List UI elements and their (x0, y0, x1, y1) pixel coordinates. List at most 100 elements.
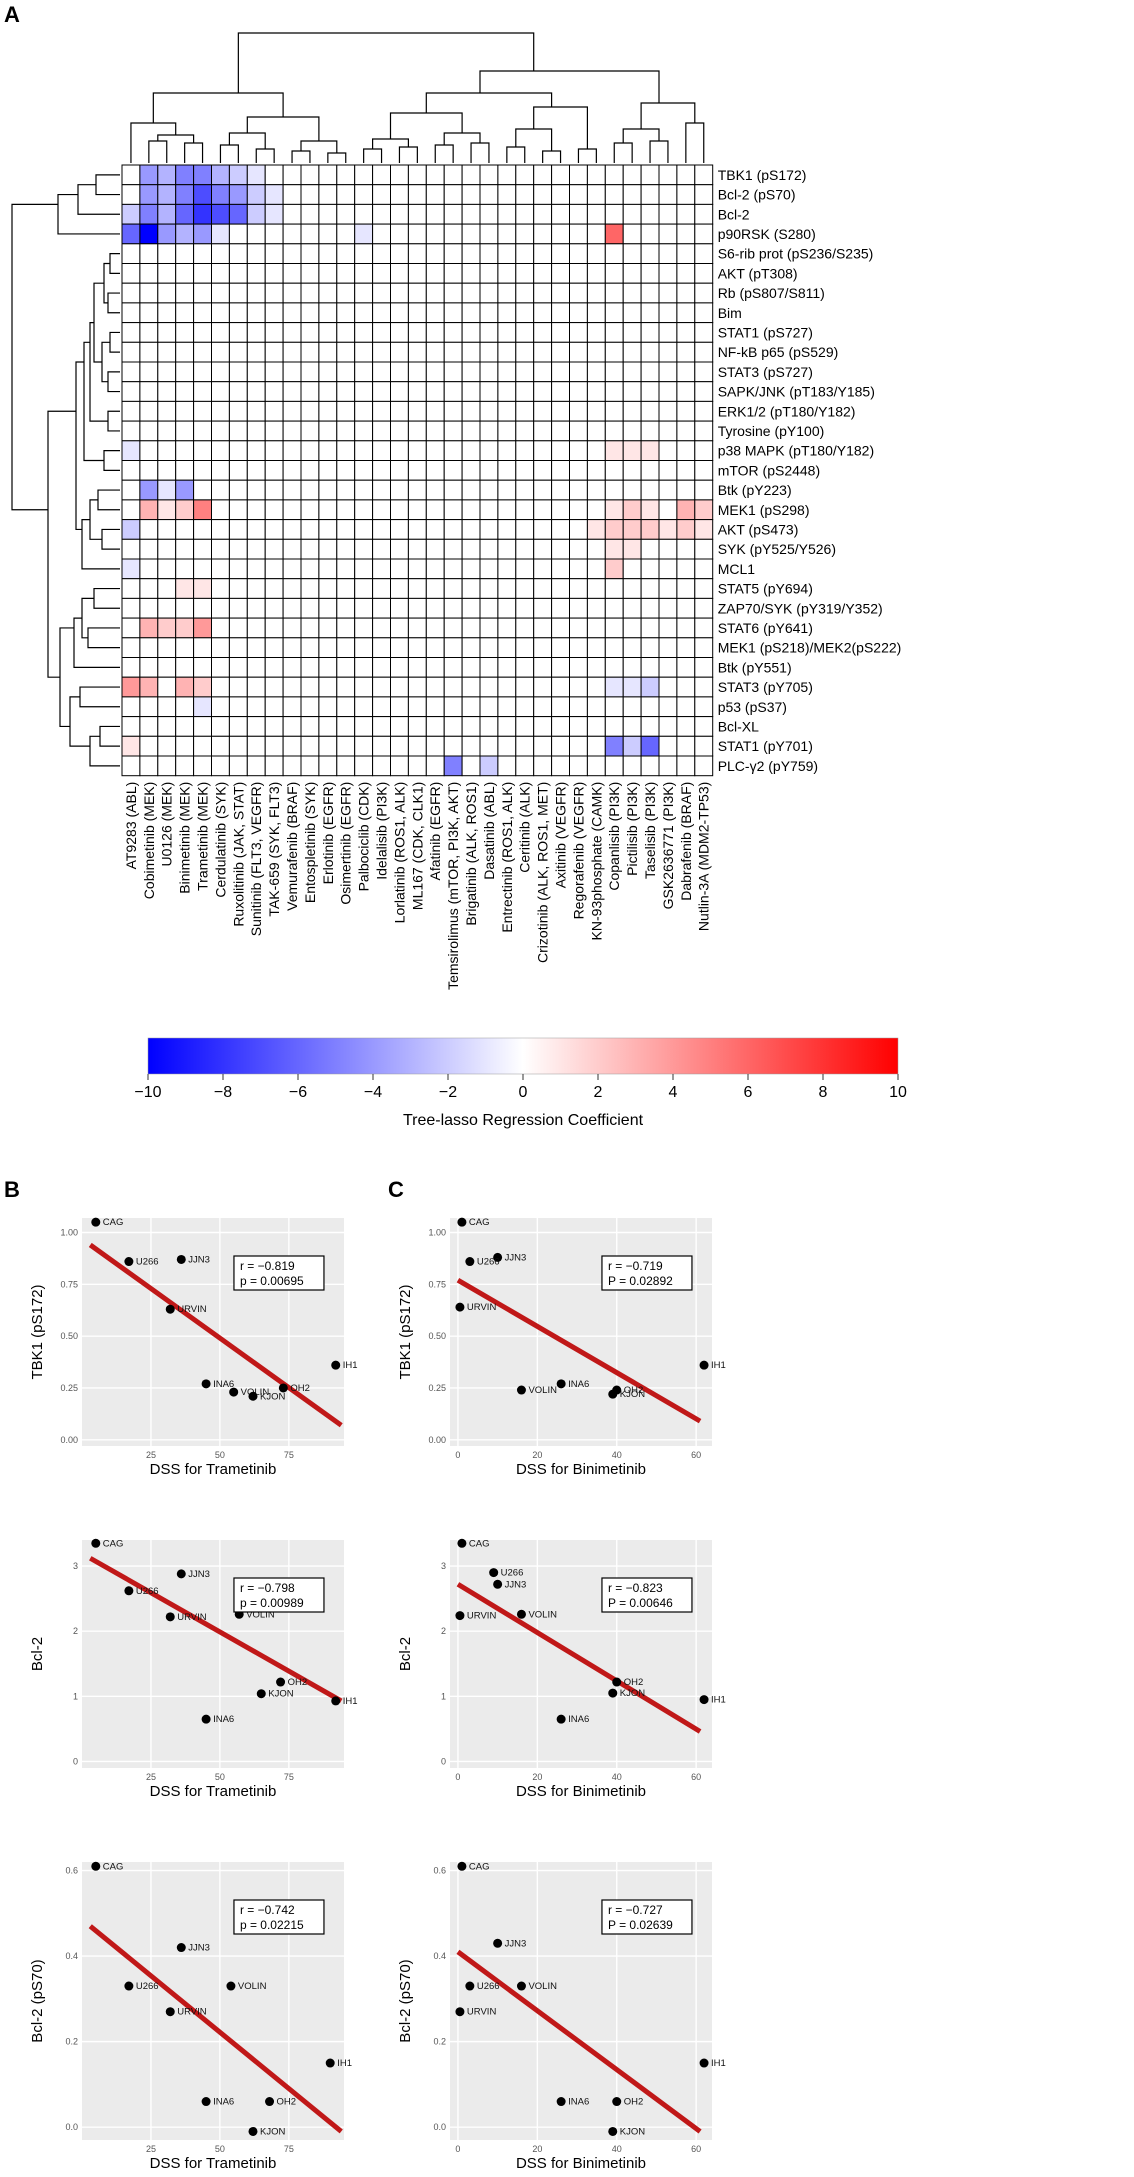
heatmap-cell (569, 322, 588, 343)
heatmap-cell (390, 263, 409, 284)
heatmap-cell (354, 597, 374, 619)
heatmap-cell (461, 499, 481, 521)
data-point (91, 1538, 101, 1548)
heatmap-cell (533, 696, 553, 718)
row-label: Bcl-2 (718, 206, 750, 222)
heatmap-cell (157, 302, 177, 324)
heatmap-cell (479, 460, 499, 481)
heatmap-cell (640, 716, 660, 737)
heatmap-cell (318, 578, 338, 599)
heatmap-cell (336, 341, 356, 363)
heatmap-cell (622, 519, 642, 540)
data-point (91, 1861, 101, 1871)
y-tick-label: 0.00 (60, 1435, 78, 1445)
heatmap-cell (497, 696, 517, 718)
colorbar-tick-label: 8 (819, 1084, 828, 1101)
heatmap-cell (175, 597, 195, 619)
heatmap-cell (569, 479, 588, 501)
heatmap-cell (211, 558, 230, 580)
x-tick-label: 40 (612, 1772, 622, 1782)
heatmap-cell (569, 538, 588, 560)
heatmap-cell (121, 479, 141, 501)
heatmap-cell (497, 361, 517, 383)
y-tick-label: 3 (441, 1561, 446, 1571)
heatmap-cell (300, 519, 320, 540)
heatmap-cell (622, 617, 642, 639)
heatmap-cell (121, 203, 141, 225)
heatmap-cell (604, 499, 624, 521)
heatmap-cell (407, 676, 427, 698)
heatmap-cell (497, 223, 517, 245)
y-tick-label: 0.75 (60, 1279, 78, 1289)
heatmap-cell (604, 558, 624, 580)
y-axis-label: Bcl-2 (pS70) (29, 1959, 46, 2042)
point-label: KJON (268, 1689, 293, 1700)
stats-r: r = −0.798 (240, 1581, 295, 1595)
heatmap-cell (533, 637, 553, 658)
y-tick-label: 2 (441, 1626, 446, 1636)
heatmap-cell (175, 361, 195, 383)
heatmap-cell (121, 499, 141, 521)
heatmap-cell (694, 243, 714, 265)
heatmap-cell (157, 637, 177, 658)
heatmap-cell (139, 164, 159, 186)
heatmap-cell (372, 499, 392, 521)
heatmap-cell (175, 538, 195, 560)
point-label: U266 (136, 1981, 159, 1992)
heatmap-cell (676, 203, 696, 225)
heatmap-cell (264, 420, 284, 442)
point-label: IH1 (711, 1695, 726, 1706)
point-label: INA6 (568, 2097, 589, 2108)
heatmap-cell (336, 302, 356, 324)
heatmap-cell (354, 400, 374, 422)
heatmap-cell (193, 184, 213, 205)
column-label: Pictilisib (PI3K) (624, 782, 640, 876)
heatmap-cell (390, 558, 409, 580)
dendrogram-link (255, 148, 275, 163)
y-tick-label: 0.00 (428, 1435, 446, 1445)
heatmap-cell (569, 341, 588, 363)
heatmap-cell (193, 361, 213, 383)
heatmap-cell (425, 716, 445, 737)
heatmap-cell (551, 263, 570, 284)
heatmap-cell (121, 519, 141, 540)
point-label: CAG (469, 1861, 490, 1872)
heatmap-cell (676, 184, 696, 205)
data-point (516, 1385, 526, 1395)
heatmap-cell (694, 223, 714, 245)
data-point (176, 1569, 186, 1579)
data-point (612, 2097, 622, 2107)
heatmap-cell (336, 696, 356, 718)
heatmap-cell (658, 302, 678, 324)
heatmap-cell (246, 400, 266, 422)
heatmap-cell (228, 381, 248, 402)
heatmap-cell (479, 184, 499, 205)
heatmap-cell (425, 341, 445, 363)
heatmap-cell (443, 696, 463, 718)
heatmap-cell (175, 716, 195, 737)
heatmap-cell (515, 361, 535, 383)
heatmap-cell (211, 538, 230, 560)
heatmap-cell (569, 361, 588, 383)
heatmap-cell (300, 657, 320, 678)
heatmap-cell (640, 400, 660, 422)
heatmap-cell (300, 263, 320, 284)
heatmap-cell (425, 164, 445, 186)
point-label: JJN3 (505, 1938, 527, 1949)
heatmap-cell (479, 381, 499, 402)
heatmap-cell (533, 184, 553, 205)
heatmap-cell (479, 735, 499, 757)
stats-r: r = −0.727 (608, 1903, 663, 1917)
point-label: INA6 (213, 1714, 234, 1725)
dendrogram-link (228, 132, 266, 149)
x-axis-label: DSS for Trametinib (150, 1461, 277, 1478)
heatmap-cell (676, 676, 696, 698)
heatmap-cell (318, 637, 338, 658)
heatmap-cell (390, 637, 409, 658)
heatmap-cell (640, 223, 660, 245)
data-point (556, 1379, 566, 1389)
stats-p: p = 0.02215 (240, 1918, 304, 1932)
data-point (165, 2007, 175, 2017)
heatmap-cell (515, 578, 535, 599)
stats-box (233, 1899, 325, 1935)
